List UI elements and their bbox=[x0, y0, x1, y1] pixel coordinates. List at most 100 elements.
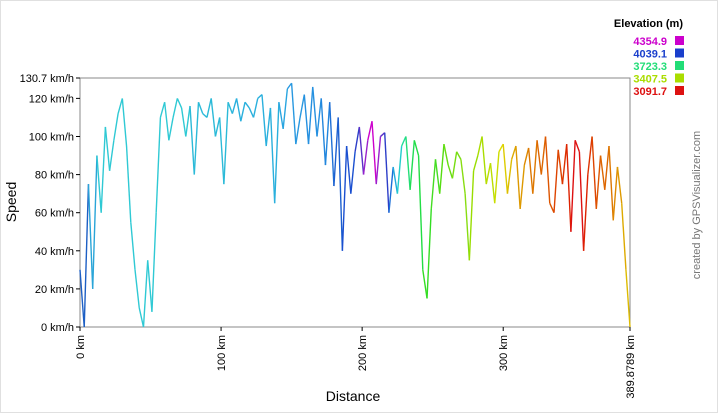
plot-area bbox=[79, 77, 631, 328]
speed-segment bbox=[214, 117, 221, 137]
speed-segment bbox=[358, 126, 365, 175]
speed-segment bbox=[235, 98, 242, 122]
speed-segment bbox=[549, 202, 555, 213]
legend-value: 3723.3 bbox=[633, 61, 667, 73]
x-tick-label: 300 km bbox=[498, 335, 510, 371]
legend-value: 3091.7 bbox=[633, 86, 667, 98]
speed-segment bbox=[362, 140, 369, 175]
speed-segment bbox=[527, 147, 534, 194]
speed-segment bbox=[464, 193, 471, 261]
speed-segment bbox=[396, 145, 403, 194]
speed-segment bbox=[130, 222, 136, 270]
speed-segment bbox=[252, 98, 259, 118]
speed-segment bbox=[388, 166, 394, 213]
speed-segment bbox=[612, 166, 619, 221]
speed-segment bbox=[515, 145, 521, 209]
speed-segment bbox=[561, 144, 568, 185]
speed-segment bbox=[591, 136, 598, 209]
speed-segment bbox=[380, 132, 386, 138]
speed-segment bbox=[371, 121, 377, 185]
speed-segment bbox=[312, 86, 318, 137]
speed-segment bbox=[176, 98, 183, 109]
speed-segment bbox=[587, 136, 593, 175]
y-tick-label: 80 km/h bbox=[35, 170, 74, 182]
x-tick-label: 389.8789 km bbox=[625, 335, 637, 399]
speed-segment bbox=[341, 145, 348, 251]
speed-segment bbox=[206, 98, 212, 118]
speed-segment bbox=[155, 117, 162, 213]
speed-segment bbox=[460, 159, 466, 194]
speed-segment bbox=[578, 151, 585, 251]
speed-segment bbox=[417, 155, 424, 270]
speed-segment bbox=[574, 140, 581, 152]
speed-segment bbox=[125, 145, 132, 223]
speed-segment bbox=[456, 151, 462, 160]
y-tick-label: 130.7 km/h bbox=[20, 73, 74, 85]
speed-segment bbox=[447, 164, 454, 179]
speed-segment bbox=[553, 149, 559, 213]
speed-segment bbox=[290, 83, 297, 145]
y-axis-title: Speed bbox=[3, 182, 19, 222]
speed-segment bbox=[354, 126, 361, 152]
speed-segment bbox=[189, 105, 195, 175]
legend-swatch bbox=[675, 61, 684, 70]
speed-segment bbox=[413, 140, 420, 156]
speed-segment bbox=[494, 151, 500, 204]
speed-segment bbox=[608, 145, 614, 221]
speed-segment bbox=[316, 98, 322, 137]
speed-segment bbox=[168, 117, 174, 141]
elevation-legend: Elevation (m) 4354.94039.13723.33407.530… bbox=[614, 18, 684, 98]
speed-segment bbox=[121, 98, 128, 147]
y-tick-label: 60 km/h bbox=[35, 208, 74, 220]
y-tick-label: 120 km/h bbox=[29, 93, 74, 105]
speed-segment bbox=[439, 144, 445, 194]
speed-segment bbox=[83, 184, 90, 328]
speed-segment bbox=[544, 136, 551, 204]
speed-segment bbox=[536, 140, 542, 175]
speed-segment bbox=[345, 145, 352, 194]
speed-segment bbox=[100, 126, 107, 213]
speed-segment bbox=[185, 105, 191, 137]
speed-segment bbox=[159, 102, 166, 118]
speed-segment bbox=[523, 147, 530, 166]
speed-segment bbox=[79, 269, 85, 328]
speed-segment bbox=[557, 149, 564, 185]
speed-segment bbox=[218, 117, 225, 185]
speed-segment bbox=[320, 98, 327, 166]
speed-segment bbox=[227, 101, 234, 114]
speed-segment bbox=[193, 102, 200, 175]
speed-segment bbox=[409, 140, 416, 190]
speed-segment bbox=[299, 94, 305, 118]
speed-segment bbox=[532, 140, 538, 194]
speed-segment bbox=[142, 260, 149, 328]
y-tick-label: 40 km/h bbox=[35, 246, 74, 258]
speed-segment bbox=[286, 82, 293, 90]
legend-value: 3407.5 bbox=[633, 74, 667, 86]
x-axis-title: Distance bbox=[326, 388, 381, 404]
axes: 0 km/h 20 km/h 40 km/h 60 km/h 80 km/h 100 km… bbox=[20, 73, 637, 399]
speed-segment bbox=[392, 166, 399, 194]
speed-segment bbox=[257, 94, 263, 99]
speed-segment bbox=[113, 113, 119, 141]
speed-segment bbox=[595, 155, 602, 209]
speed-segment bbox=[621, 203, 627, 270]
legend-value: 4354.9 bbox=[633, 36, 667, 48]
speed-segment bbox=[570, 140, 576, 232]
speed-segment bbox=[223, 102, 229, 185]
speed-segment bbox=[451, 151, 458, 179]
speed-series bbox=[79, 82, 631, 328]
speed-segment bbox=[278, 102, 284, 129]
legend-swatch bbox=[675, 36, 684, 45]
speed-segment bbox=[375, 136, 382, 185]
x-tick-label: 100 km bbox=[216, 335, 228, 371]
speed-segment bbox=[422, 269, 428, 299]
speed-segment bbox=[477, 136, 483, 156]
speed-segment bbox=[328, 102, 335, 187]
speed-segment bbox=[489, 163, 496, 204]
speed-segment bbox=[485, 163, 492, 185]
speed-segment bbox=[333, 117, 339, 187]
speed-segment bbox=[540, 136, 547, 175]
speed-segment bbox=[108, 140, 115, 171]
